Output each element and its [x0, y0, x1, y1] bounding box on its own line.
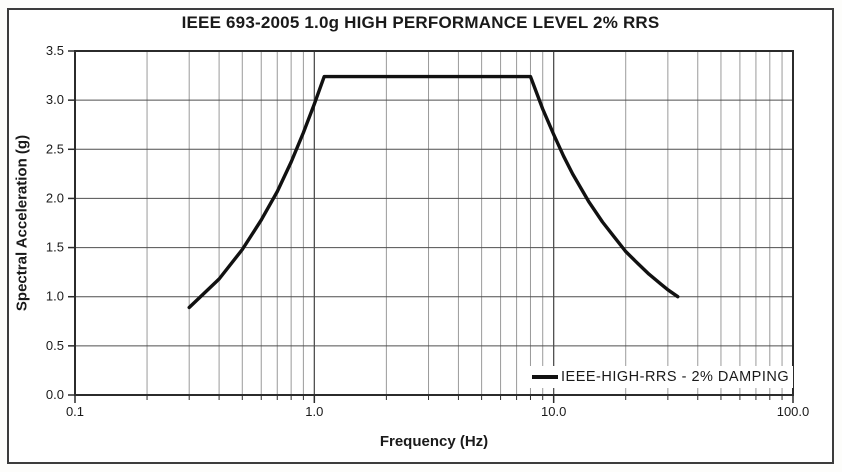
legend-label: IEEE-HIGH-RRS - 2% DAMPING — [561, 369, 790, 385]
legend: IEEE-HIGH-RRS - 2% DAMPING — [529, 366, 794, 388]
x-axis-title: Frequency (Hz) — [379, 433, 489, 450]
plot-border — [74, 50, 794, 396]
y-tick-label: 0.0 — [46, 387, 64, 402]
x-tick-label: 100.0 — [777, 404, 810, 419]
y-tick-label: 1.0 — [46, 289, 64, 304]
y-tick-label: 2.0 — [46, 190, 64, 205]
y-tick-label: 3.0 — [46, 92, 64, 107]
rrs-curve — [187, 74, 680, 310]
legend-line-sample — [532, 375, 558, 379]
x-tick-label: 10.0 — [541, 404, 566, 419]
y-tick-label: 3.5 — [46, 43, 64, 58]
y-axis-title: Spectral Acceleration (g) — [13, 134, 31, 312]
y-tick-label: 1.5 — [46, 240, 64, 255]
x-tick-label: 1.0 — [305, 404, 323, 419]
x-tick-label: 0.1 — [66, 404, 84, 419]
y-tick-label: 2.5 — [46, 141, 64, 156]
chart-title: IEEE 693-2005 1.0g HIGH PERFORMANCE LEVE… — [181, 13, 660, 32]
chart-frame — [7, 8, 834, 464]
y-tick-label: 0.5 — [46, 338, 64, 353]
